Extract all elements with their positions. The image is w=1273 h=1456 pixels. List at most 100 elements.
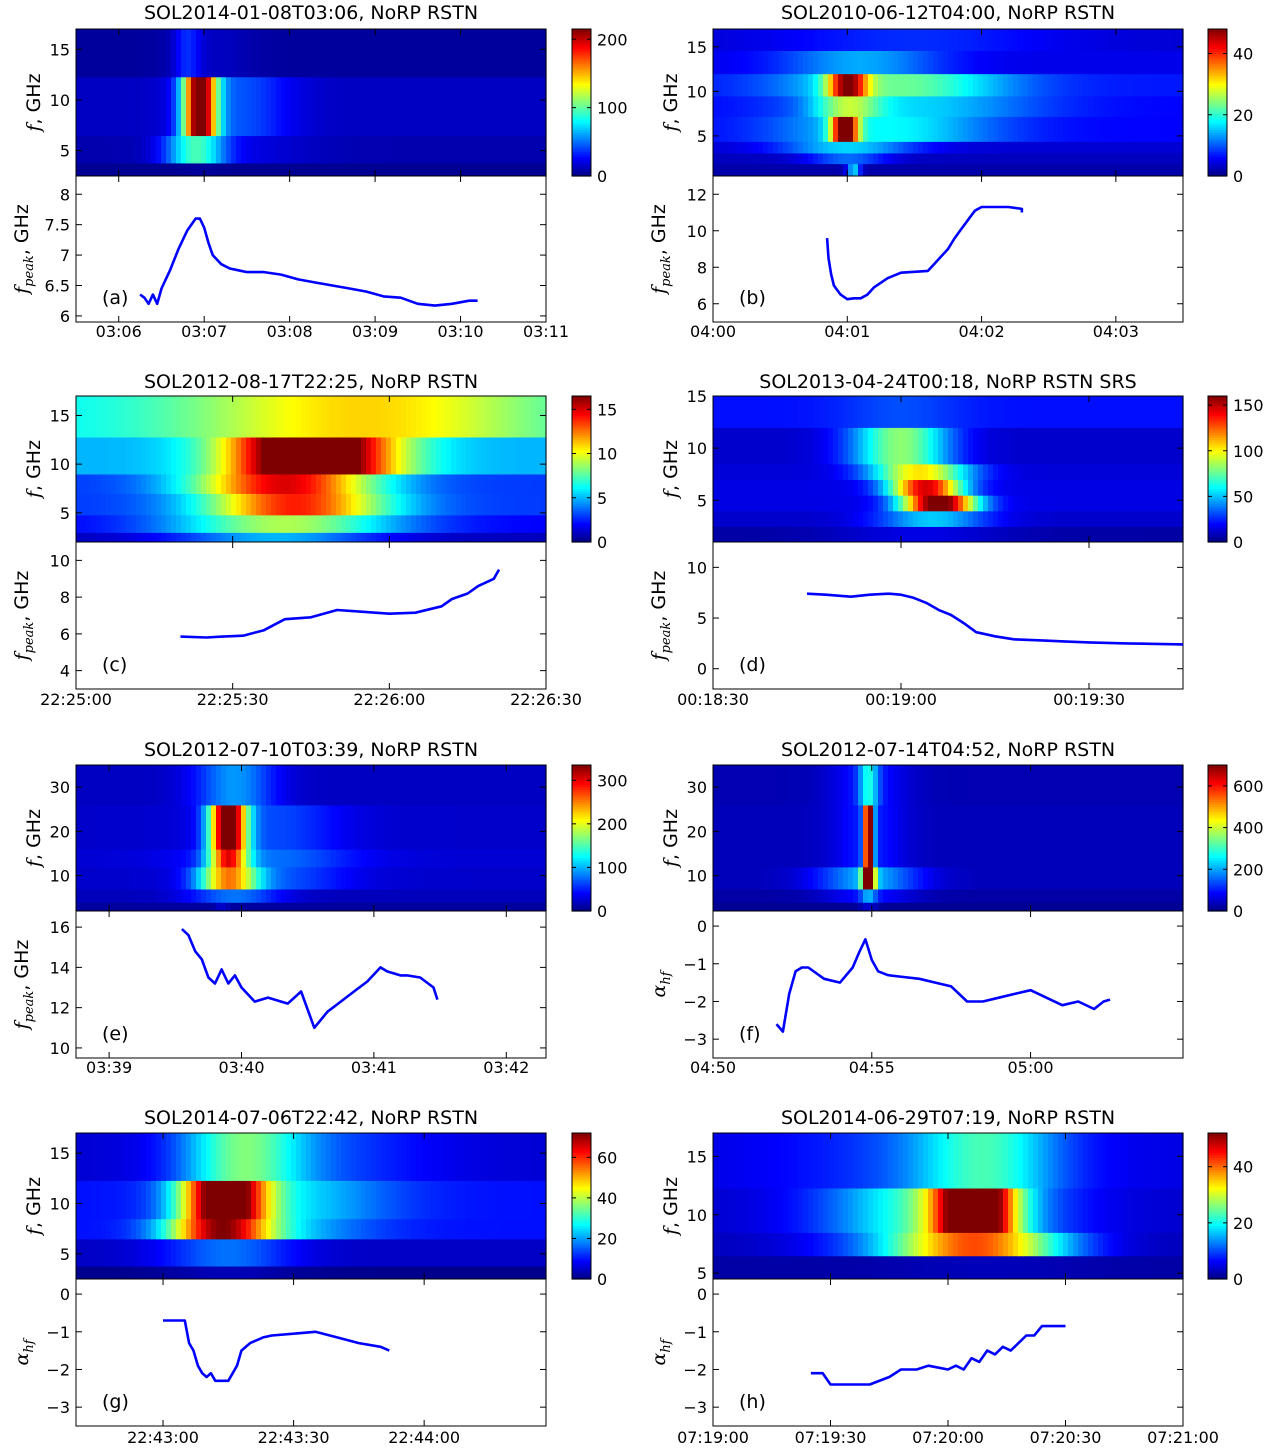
heatmap-cell (893, 510, 899, 527)
heatmap-cell (516, 1265, 522, 1280)
heatmap-cell (1038, 73, 1044, 97)
ylabel-unit: , GHz (11, 204, 33, 255)
heatmap-cell (141, 29, 147, 78)
heatmap-cell (1133, 902, 1139, 912)
heatmap-cell (286, 1265, 292, 1280)
heatmap-cell (903, 152, 909, 165)
heatmap-cell (1038, 902, 1044, 912)
heatmap-cell (1103, 765, 1109, 806)
heatmap-cell (116, 765, 122, 806)
heatmap-cell (873, 479, 879, 496)
heatmap-cell (948, 396, 954, 428)
heatmap-cell (271, 135, 277, 164)
heatmap-cell (1008, 804, 1014, 868)
heatmap-cell (136, 902, 142, 912)
heatmap-cell (96, 532, 102, 543)
heatmap-cell (391, 29, 397, 78)
heatmap-cell (461, 1265, 467, 1280)
heatmap-cell (221, 888, 227, 903)
heatmap-cell (918, 1255, 924, 1280)
heatmap-cell (426, 473, 432, 494)
heatmap-cell (1133, 95, 1139, 117)
colorbar-segment (1208, 41, 1227, 45)
heatmap-cell (778, 1187, 784, 1233)
heatmap-cell (136, 804, 142, 850)
heatmap-cell (853, 902, 859, 912)
colorbar-segment (1208, 405, 1227, 409)
heatmap-cell (1013, 73, 1019, 97)
heatmap-cell (1103, 463, 1109, 481)
heatmap-cell (858, 510, 864, 527)
heatmap-cell (998, 152, 1004, 165)
heatmap-cell (206, 436, 212, 475)
heatmap-cell (221, 76, 227, 137)
heatmap-cell (798, 50, 804, 75)
heatmap-cell (913, 765, 919, 806)
heatmap-cell (938, 163, 944, 177)
heatmap-cell (1048, 116, 1054, 142)
colorbar-segment (1208, 886, 1227, 890)
heatmap-cell (156, 1133, 162, 1181)
heatmap-cell (1058, 29, 1064, 51)
heatmap-cell (773, 866, 779, 890)
heatmap-cell (261, 1265, 267, 1280)
heatmap-cell (943, 1232, 949, 1257)
colorbar-segment (572, 808, 591, 812)
heatmap-cell (868, 427, 874, 465)
heatmap-cell (361, 436, 367, 475)
heatmap-cell (898, 152, 904, 165)
heatmap-cell (1098, 510, 1104, 527)
heatmap-cell (938, 866, 944, 890)
heatmap-cell (536, 866, 542, 890)
colorbar-segment (572, 97, 591, 101)
heatmap-cell (536, 135, 542, 164)
heatmap-cell (221, 514, 227, 533)
heatmap-cell (461, 888, 467, 903)
heatmap-cell (958, 479, 964, 496)
heatmap-cell (1033, 902, 1039, 912)
heatmap-cell (321, 1218, 327, 1240)
heatmap-cell (251, 1265, 257, 1280)
heatmap-cell (241, 888, 247, 903)
heatmap-cell (838, 765, 844, 806)
heatmap-cell (451, 1133, 457, 1181)
colorbar-segment (572, 786, 591, 790)
heatmap-cell (81, 804, 87, 850)
heatmap-cell (181, 866, 187, 890)
heatmap-cell (81, 473, 87, 494)
heatmap-cell (848, 396, 854, 428)
line-ylabel: fpeak, GHz (648, 204, 674, 296)
heatmap-cell (773, 163, 779, 177)
heatmap-cell (788, 29, 794, 51)
heatmap-cell (341, 1238, 347, 1267)
heatmap-cell (101, 902, 107, 912)
heatmap-cell (236, 888, 242, 903)
heatmap-cell (1093, 1187, 1099, 1233)
heatmap-cell (918, 888, 924, 903)
heatmap-cell (833, 866, 839, 890)
colorbar-segment (572, 102, 591, 106)
heatmap-cell (531, 866, 537, 890)
ylabel-unit: , GHz (648, 571, 670, 622)
heatmap-cell (206, 1133, 212, 1181)
heatmap-cell (783, 163, 789, 177)
heatmap-cell (988, 510, 994, 527)
heatmap-cell (506, 902, 512, 912)
heatmap-cell (888, 29, 894, 51)
heatmap-cell (161, 849, 167, 868)
heatmap-cell (843, 50, 849, 75)
heatmap-cell (1163, 463, 1169, 481)
heatmap-cell (788, 95, 794, 117)
heatmap-cell (983, 141, 989, 154)
heatmap-cell (166, 436, 172, 475)
heatmap-cell (1098, 495, 1104, 512)
heatmap-cell (728, 95, 734, 117)
heatmap-cell (973, 510, 979, 527)
heatmap-cell (201, 804, 207, 850)
heatmap-cell (963, 116, 969, 142)
heatmap-cell (201, 76, 207, 137)
heatmap-cell (366, 1218, 372, 1240)
heatmap-cell (1003, 163, 1009, 177)
heatmap-cell (396, 765, 402, 806)
heatmap-cell (1178, 510, 1184, 527)
